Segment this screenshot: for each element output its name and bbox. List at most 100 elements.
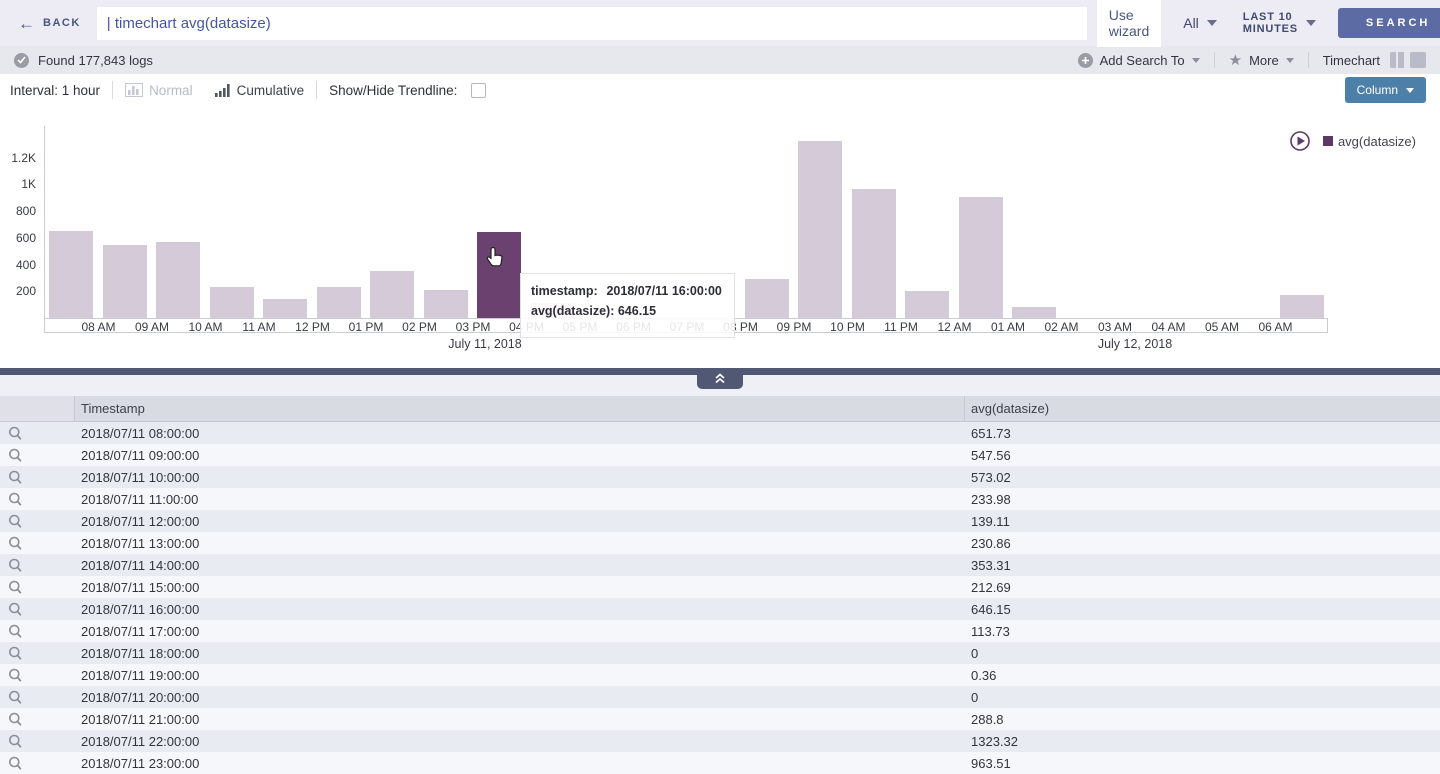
cell-timestamp: 2018/07/11 18:00:00 — [81, 645, 200, 661]
chevron-down-icon — [1285, 57, 1294, 63]
cell-avg-datasize: 1323.32 — [971, 733, 1018, 749]
chart-bar[interactable] — [958, 196, 1003, 318]
cell-timestamp: 2018/07/11 21:00:00 — [81, 711, 200, 727]
collapse-chart-button[interactable] — [697, 368, 743, 389]
row-search-icon[interactable] — [8, 668, 23, 683]
row-search-icon[interactable] — [8, 646, 23, 661]
chart-bar[interactable] — [1279, 294, 1324, 318]
scope-value: All — [1183, 15, 1199, 31]
time-range-dropdown[interactable]: LAST 10 MINUTES — [1243, 11, 1316, 35]
table-row: 2018/07/11 17:00:00 113.73 — [0, 620, 1440, 642]
found-logs-text: Found 177,843 logs — [38, 52, 153, 68]
back-button[interactable]: ← BACK — [18, 15, 81, 32]
y-tick-label: 1K — [21, 177, 36, 192]
row-search-icon[interactable] — [8, 624, 23, 639]
x-tick-label: 01 PM — [348, 320, 384, 334]
x-tick-label: 10 PM — [830, 320, 865, 334]
separator — [1307, 52, 1309, 68]
y-tick-label: 1.2K — [11, 150, 36, 165]
chart-bar[interactable] — [102, 244, 147, 318]
column-header-timestamp[interactable]: Timestamp — [75, 396, 965, 421]
x-tick-label: 09 AM — [134, 320, 170, 334]
cell-timestamp: 2018/07/11 11:00:00 — [81, 491, 199, 507]
bar-chart-icon — [125, 83, 144, 97]
row-search-icon[interactable] — [8, 448, 23, 463]
row-search-icon[interactable] — [8, 756, 23, 771]
x-tick-label: 01 AM — [990, 320, 1026, 334]
cell-timestamp: 2018/07/11 09:00:00 — [81, 447, 200, 463]
add-search-to-label: Add Search To — [1099, 52, 1185, 68]
chart-bar[interactable] — [49, 230, 93, 318]
more-label: More — [1249, 52, 1279, 68]
use-wizard-button[interactable]: Use wizard — [1096, 0, 1162, 47]
results-table: Timestamp avg(datasize) 2018/07/11 08:00… — [0, 396, 1440, 774]
chart-bar[interactable] — [370, 270, 414, 318]
cumulative-chart-icon — [214, 84, 230, 97]
column-header-avg-datasize[interactable]: avg(datasize) — [971, 401, 1050, 416]
chart-bar[interactable] — [263, 299, 307, 318]
chart-bar[interactable] — [477, 231, 521, 318]
row-search-icon[interactable] — [8, 602, 23, 617]
cell-timestamp: 2018/07/11 13:00:00 — [81, 535, 200, 551]
table-row: 2018/07/11 13:00:00 230.86 — [0, 532, 1440, 554]
chart-bar[interactable] — [851, 189, 896, 318]
cell-avg-datasize: 0.36 — [971, 667, 997, 683]
cell-avg-datasize: 288.8 — [971, 711, 1004, 727]
chart-bar[interactable] — [209, 286, 254, 318]
trendline-checkbox[interactable] — [471, 82, 487, 98]
y-tick-label: 200 — [15, 284, 36, 299]
grid-view-icon[interactable] — [1410, 52, 1426, 68]
y-tick-label: 800 — [15, 204, 36, 219]
more-dropdown[interactable]: ★ More — [1229, 51, 1294, 69]
chart-bar[interactable] — [905, 290, 949, 318]
scope-dropdown[interactable]: All — [1183, 15, 1217, 31]
row-search-icon[interactable] — [8, 558, 23, 573]
table-row: 2018/07/11 16:00:00 646.15 — [0, 598, 1440, 620]
cell-avg-datasize: 547.56 — [971, 447, 1011, 463]
table-header: Timestamp avg(datasize) — [0, 396, 1440, 422]
chart-type-button[interactable]: Column — [1344, 77, 1426, 103]
y-tick-label: 600 — [15, 230, 36, 245]
tooltip-value-value: 646.15 — [617, 304, 657, 318]
cell-timestamp: 2018/07/11 15:00:00 — [81, 579, 200, 595]
table-row: 2018/07/11 14:00:00 353.31 — [0, 554, 1440, 576]
search-query-input[interactable] — [106, 14, 1077, 32]
chevron-down-icon — [1191, 57, 1200, 63]
row-search-icon[interactable] — [8, 690, 23, 705]
row-search-icon[interactable] — [8, 426, 23, 441]
legend-entry[interactable]: avg(datasize) — [1322, 134, 1416, 149]
chart-bar[interactable] — [798, 141, 842, 318]
row-search-icon[interactable] — [8, 514, 23, 529]
row-search-icon[interactable] — [8, 470, 23, 485]
row-search-icon[interactable] — [8, 734, 23, 749]
column-view-icon[interactable] — [1390, 52, 1406, 68]
normal-mode-button[interactable]: Normal — [125, 83, 193, 98]
table-body: 2018/07/11 08:00:00 651.73 2018/07/11 09:0… — [0, 422, 1440, 774]
chart-bar[interactable] — [156, 241, 200, 318]
chart-bar[interactable] — [1012, 307, 1056, 318]
table-row: 2018/07/11 11:00:00 233.98 — [0, 488, 1440, 510]
chart-bar[interactable] — [316, 287, 361, 318]
cell-timestamp: 2018/07/11 08:00:00 — [81, 425, 200, 441]
play-button-icon[interactable] — [1289, 130, 1311, 152]
row-search-icon[interactable] — [8, 580, 23, 595]
cell-timestamp: 2018/07/11 16:00:00 — [81, 601, 200, 617]
panel-divider[interactable]: ···· — [0, 363, 1440, 389]
table-row: 2018/07/11 10:00:00 573.02 — [0, 466, 1440, 488]
chart-tooltip: timestamp: 2018/07/11 16:00:00 avg(datas… — [520, 273, 735, 338]
tooltip-value-label: avg(datasize): — [531, 304, 615, 318]
row-search-icon[interactable] — [8, 712, 23, 727]
add-search-to-dropdown[interactable]: Add Search To — [1077, 52, 1200, 68]
cell-avg-datasize: 233.98 — [971, 491, 1011, 507]
cell-avg-datasize: 646.15 — [971, 601, 1011, 617]
chart-bar[interactable] — [423, 289, 468, 318]
chart-bar[interactable] — [744, 279, 789, 318]
cell-timestamp: 2018/07/11 14:00:00 — [81, 557, 200, 573]
row-search-icon[interactable] — [8, 492, 23, 507]
search-button[interactable]: SEARCH — [1337, 8, 1440, 38]
cumulative-mode-button[interactable]: Cumulative — [214, 83, 304, 98]
x-tick-label: 06 AM — [1258, 320, 1293, 334]
row-search-icon[interactable] — [8, 536, 23, 551]
view-label: Timechart — [1322, 52, 1380, 68]
